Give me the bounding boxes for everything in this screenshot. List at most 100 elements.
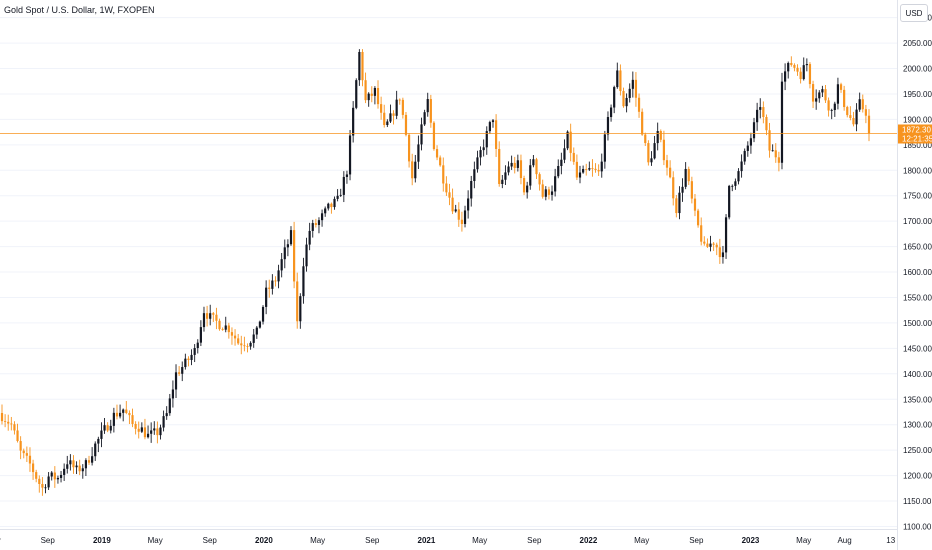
candle-body: [4, 421, 7, 422]
candle-body: [404, 114, 408, 135]
candle-body: [756, 109, 759, 123]
x-tick-label: 2021: [418, 536, 436, 545]
x-tick-label: 2022: [580, 536, 598, 545]
candle-body: [827, 100, 830, 111]
candle-body: [383, 112, 386, 126]
candle-body: [41, 484, 44, 488]
candle-body: [575, 161, 578, 178]
candle-body: [392, 113, 395, 116]
candle-body: [233, 335, 237, 339]
candle-body: [429, 99, 432, 123]
candle-body: [830, 110, 833, 111]
candle-body: [373, 88, 377, 96]
candle-body: [296, 281, 299, 322]
candle-body: [162, 416, 165, 428]
candle-body: [690, 181, 693, 199]
candle-body: [22, 450, 25, 454]
candle-body: [44, 487, 47, 489]
candle-body: [650, 158, 653, 163]
candle-body: [230, 332, 234, 336]
candle-body: [724, 217, 728, 253]
currency-button[interactable]: USD: [900, 4, 928, 22]
candle-body: [432, 122, 436, 150]
candle-body: [87, 460, 91, 463]
candle-body: [743, 150, 746, 162]
candle-body: [597, 169, 600, 172]
candle-body: [289, 230, 293, 245]
candle-body: [529, 165, 532, 186]
candle-body: [762, 107, 765, 118]
candle-body: [227, 325, 230, 333]
candle-body: [513, 162, 516, 168]
candle-body: [852, 118, 855, 125]
candle-body: [31, 463, 35, 473]
y-tick-label: 1650.00: [903, 243, 932, 252]
candle-body: [286, 244, 289, 248]
candle-body: [364, 80, 367, 101]
candle-body: [843, 89, 846, 108]
candle-body: [504, 172, 507, 180]
candle-body: [115, 412, 119, 417]
candle-body: [243, 345, 246, 347]
x-tick-label: 13: [886, 536, 895, 545]
candle-body: [386, 121, 389, 126]
y-tick-label: 1950.00: [903, 90, 932, 99]
candle-body: [864, 109, 867, 116]
candle-body: [544, 189, 547, 197]
candle-body: [479, 150, 482, 158]
candle-body: [802, 65, 805, 80]
candle-body: [218, 320, 221, 330]
candle-body: [681, 186, 684, 193]
candle-body: [333, 198, 336, 208]
candle-body: [320, 213, 324, 221]
candle-body: [330, 203, 333, 208]
candle-body: [255, 327, 258, 335]
candle-body: [737, 171, 740, 182]
candle-body: [728, 185, 731, 218]
candle-body: [734, 181, 737, 186]
candle-body: [355, 80, 358, 108]
y-tick-label: 1250.00: [903, 446, 932, 455]
candle-body: [196, 342, 199, 349]
candle-body: [799, 71, 802, 80]
candle-body: [159, 427, 162, 436]
candle-body: [818, 92, 821, 99]
candle-body: [184, 358, 187, 368]
candle-body: [740, 161, 743, 172]
candle-body: [619, 70, 622, 92]
candle-body: [665, 160, 669, 168]
x-tick-label: May: [796, 536, 811, 545]
candle-body: [401, 99, 404, 115]
x-tick-label: May: [634, 536, 649, 545]
candle-body: [858, 99, 861, 110]
candle-body: [277, 270, 280, 282]
candle-body: [94, 443, 97, 457]
candle-body: [541, 184, 544, 197]
candle-body: [815, 98, 818, 102]
candle-body: [560, 159, 563, 167]
candle-body: [53, 472, 56, 480]
candle-body: [28, 455, 32, 464]
candle-body: [122, 409, 125, 413]
candle-body: [302, 266, 305, 297]
y-tick-label: 1550.00: [903, 293, 932, 302]
candle-body: [780, 81, 784, 163]
candle-body: [861, 99, 864, 110]
candle-body: [519, 160, 523, 179]
y-tick-label: 1450.00: [903, 344, 932, 353]
candle-body: [805, 64, 808, 66]
candle-body: [181, 367, 184, 374]
candle-body: [662, 139, 666, 161]
candle-body: [824, 89, 827, 101]
candle-body: [563, 148, 566, 160]
candle-body: [81, 468, 84, 472]
candle-body: [759, 107, 762, 110]
y-tick-label: 1350.00: [903, 395, 932, 404]
candle-body: [603, 134, 606, 162]
candle-body: [473, 169, 476, 182]
candle-body: [25, 453, 28, 456]
candle-body: [488, 122, 491, 132]
candle-body: [128, 412, 131, 416]
candle-body: [168, 398, 171, 414]
